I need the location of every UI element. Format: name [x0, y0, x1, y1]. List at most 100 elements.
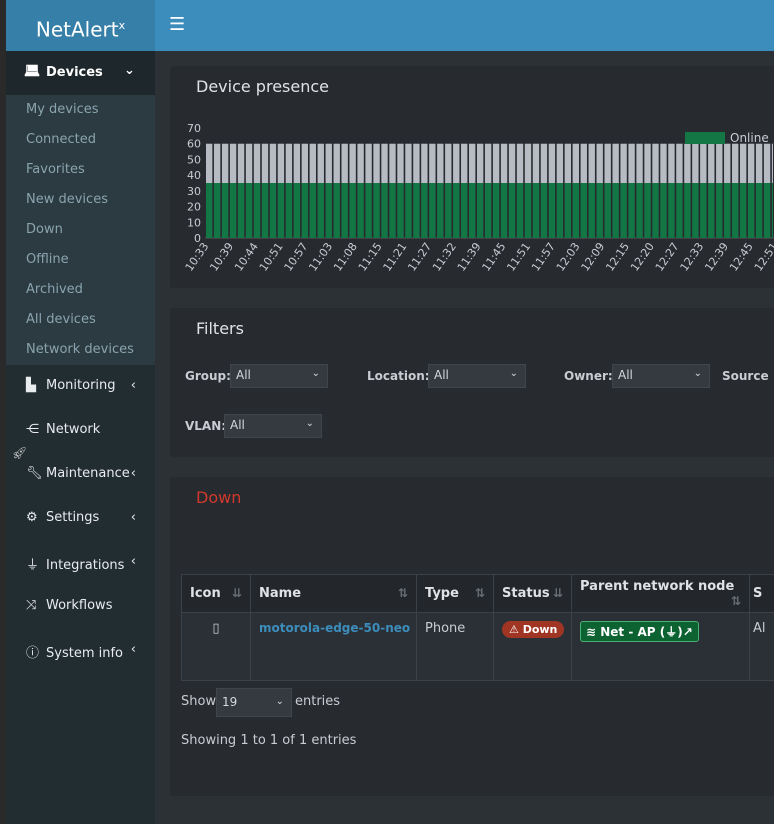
col-name[interactable]: Name ⇅	[250, 574, 417, 613]
filter-select[interactable]: All ⌄	[428, 364, 526, 388]
bar-segment	[508, 143, 516, 183]
filter-select[interactable]: All ⌄	[224, 414, 322, 438]
bar-segment	[237, 183, 245, 238]
y-tick-label: 60	[187, 138, 201, 151]
bar-segment	[397, 143, 404, 183]
bar-segment	[461, 143, 468, 183]
sidebar-item-devices[interactable]: 💻︎ Devices ⌄	[6, 51, 155, 95]
legend-label[interactable]: Online	[730, 131, 769, 145]
col-status[interactable]: Status ⇊	[493, 574, 572, 613]
down-devices-box: Down Icon ⇊ Name ⇅ Type ⇅ Status ⇊ Parent ne…	[170, 477, 774, 796]
x-tick-label: 12:20	[628, 240, 657, 273]
bar-segment	[413, 143, 420, 183]
bar-segment	[724, 143, 731, 183]
bar-segment	[652, 183, 659, 238]
bar-segment	[763, 143, 771, 183]
bar-segment	[325, 143, 332, 183]
bar-segment	[476, 183, 484, 238]
entries-label: entries	[295, 694, 341, 709]
x-tick-label: 12:27	[653, 240, 682, 273]
device-type: Phone	[416, 612, 494, 681]
sidebar-item-maintenance[interactable]: 🔧︎ Maintenance ‹	[26, 466, 146, 481]
parent-node-link[interactable]: ≋ Net - AP (⏚)↗	[580, 621, 699, 642]
col-type[interactable]: Type ⇅	[416, 574, 494, 613]
chevron-left-icon: ‹	[130, 554, 136, 569]
bar-segment	[580, 143, 587, 183]
sidebar-subitem[interactable]: Down	[26, 222, 63, 237]
cell-extra: Al	[749, 612, 774, 681]
bar-segment	[213, 183, 221, 238]
bar-segment	[317, 143, 324, 183]
bar-segment	[469, 183, 476, 238]
logo[interactable]: NetAlertx	[6, 0, 155, 51]
bar-segment	[516, 183, 524, 238]
bar-segment	[381, 183, 388, 238]
laptop-icon: 💻︎	[24, 64, 41, 79]
sidebar-item-system-info[interactable]: ⓘ System info ‹	[26, 642, 146, 661]
bar-segment	[389, 143, 396, 183]
bar-segment	[708, 143, 715, 183]
chevron-down-icon: ⌄	[124, 63, 135, 78]
bar-segment	[755, 183, 763, 238]
sidebar-item-integrations[interactable]: ⏚ Integrations ‹	[26, 554, 146, 573]
bar-segment	[532, 143, 540, 183]
device-link[interactable]: motorola-edge-50-neo	[259, 621, 411, 635]
bar-segment	[564, 183, 572, 238]
bar-segment	[445, 183, 452, 238]
bar-segment	[237, 143, 245, 183]
sidebar-subitem[interactable]: Connected	[26, 132, 97, 147]
filter-select[interactable]: All ⌄	[230, 364, 328, 388]
x-tick-label: 11:21	[381, 240, 410, 273]
sidebar-subitem[interactable]: All devices	[26, 312, 96, 327]
sidebar-subitem[interactable]: Favorites	[26, 162, 85, 177]
sidebar-item-workflows[interactable]: ⤨ Workflows	[26, 598, 146, 613]
chevron-left-icon: ‹	[130, 378, 136, 393]
sidebar-subitem[interactable]: My devices	[26, 102, 99, 117]
col-parent[interactable]: Parent network node ⇅	[571, 574, 750, 613]
bar-segment	[229, 183, 237, 238]
bar-segment	[556, 143, 564, 183]
bar-segment	[253, 143, 261, 183]
sidebar-item-label: Settings	[46, 510, 100, 525]
bar-segment	[325, 183, 332, 238]
bar-segment	[700, 183, 707, 238]
bar-segment	[668, 143, 675, 183]
bar-segment	[261, 183, 269, 238]
hamburger-menu-icon[interactable]: ☰	[169, 14, 186, 35]
col-extra[interactable]: S	[749, 574, 774, 613]
y-tick-label: 50	[187, 153, 201, 166]
sidebar-subitem[interactable]: Offline	[26, 252, 69, 267]
bar-segment	[492, 143, 500, 183]
plug-icon: ⏚	[26, 558, 40, 573]
sidebar-subitem[interactable]: New devices	[26, 192, 108, 207]
y-tick-label: 70	[187, 122, 201, 135]
bar-segment	[540, 143, 548, 183]
bar-segment	[572, 143, 579, 183]
filter-select[interactable]: All ⌄	[612, 364, 710, 388]
sidebar-subitem[interactable]: Network devices	[26, 342, 134, 357]
x-tick-label: 12:33	[678, 240, 707, 273]
bar-segment	[524, 143, 532, 183]
bar-segment	[524, 183, 532, 238]
bar-segment	[700, 143, 707, 183]
x-tick-label: 12:45	[727, 240, 756, 273]
bar-segment	[357, 143, 364, 183]
x-tick-label: 12:15	[603, 240, 632, 273]
bar-segment	[532, 183, 540, 238]
sidebar-item-network[interactable]: ⋲ Network	[26, 422, 146, 437]
bar-segment	[516, 143, 524, 183]
bar-segment	[716, 183, 723, 238]
sidebar-subitem[interactable]: Archived	[26, 282, 83, 297]
sidebar-item-label: Workflows	[46, 598, 113, 613]
entries-select[interactable]: 19 ⌄	[216, 688, 292, 717]
bar-segment	[564, 143, 572, 183]
presence-chart: 0 10 20 30 40 50 60 70 10:3310:3910:4410:5110:57…	[183, 122, 774, 274]
bar-segment	[221, 143, 229, 183]
chevron-down-icon: ⌄	[305, 418, 314, 429]
col-icon[interactable]: Icon ⇊	[181, 574, 251, 613]
y-tick-label: 20	[187, 201, 201, 214]
bar-segment	[261, 143, 269, 183]
filter-label: Location:	[367, 369, 430, 383]
sidebar-item-settings[interactable]: ⚙ Settings ‹	[26, 510, 146, 525]
sidebar-item-monitoring[interactable]: ▙ Monitoring ‹	[26, 378, 146, 393]
